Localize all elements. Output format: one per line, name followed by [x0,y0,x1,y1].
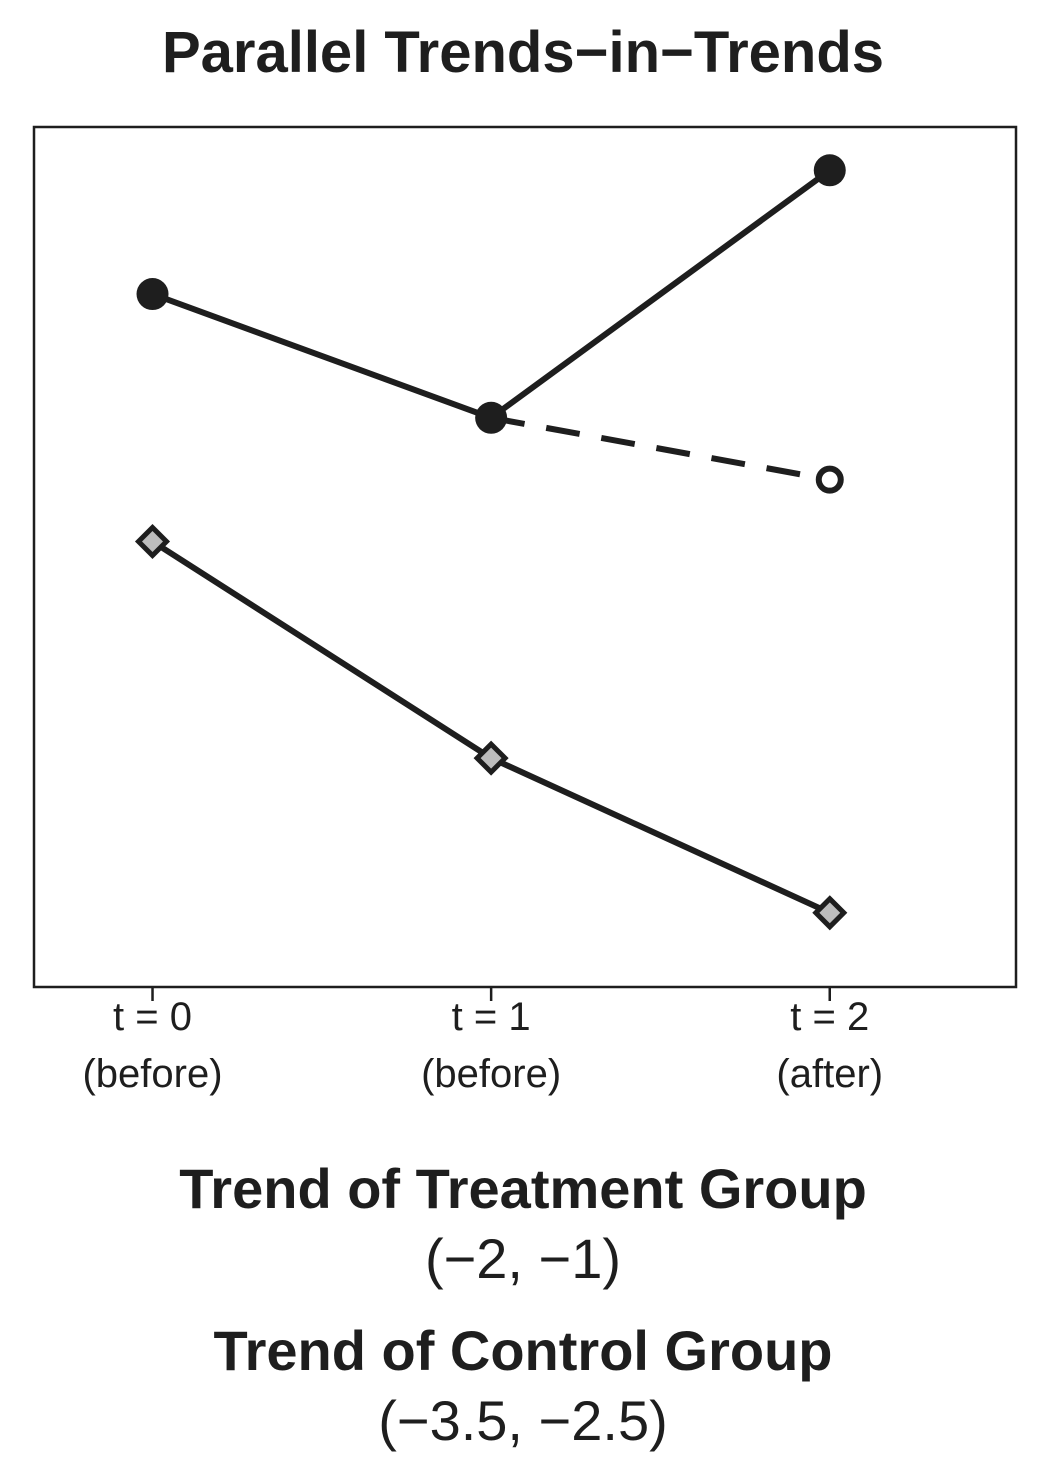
x-tick-label: t = 2 [790,995,869,1039]
treatment-trend-heading: Trend of Treatment Group [179,1157,867,1220]
x-axis: t = 0 (before) t = 1 (before) t = 2 (after) [82,987,883,1096]
treatment_counterfactual-line [490,414,831,483]
x-tick-sublabel: (before) [82,1052,222,1096]
marker-layer [134,154,848,931]
control-trend-heading: Trend of Control Group [213,1319,832,1382]
treatment-trend-values: (−2, −1) [425,1227,621,1290]
treatment_observed-point [475,401,508,434]
x-tick-label: t = 0 [113,995,192,1039]
series-layer [150,167,832,916]
control-point [812,895,848,931]
control-trend-values: (−3.5, −2.5) [378,1389,668,1452]
treatment_observed-line [151,167,832,421]
treatment_observed-point [136,278,169,311]
x-tick-label: t = 1 [452,995,531,1039]
x-tick-sublabel: (before) [421,1052,561,1096]
control-point [134,523,171,560]
treatment_observed-point [813,154,846,187]
treatment_counterfactual-point [815,465,844,494]
control-point [473,740,509,776]
chart-title: Parallel Trends−in−Trends [162,20,884,85]
control-line [150,538,832,916]
x-tick-sublabel: (after) [776,1052,883,1096]
plot-frame [32,125,1018,989]
